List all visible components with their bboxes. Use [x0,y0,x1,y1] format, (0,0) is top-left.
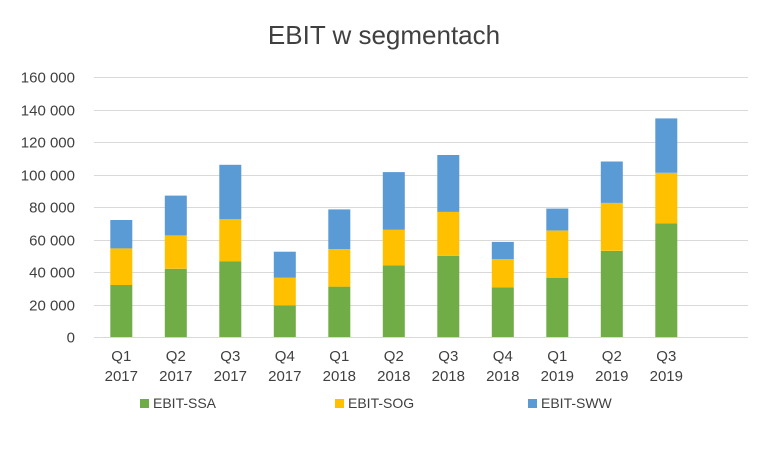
x-tick-label: 2017 [105,368,138,385]
legend-label: EBIT-SOG [348,395,414,411]
bar-segment-ebit-sog [655,172,678,224]
legend: EBIT-SSA EBIT-SOG EBIT-SWW [140,395,613,411]
x-tick-label: Q3 [438,348,458,365]
bar-segment-ebit-ssa [110,285,133,337]
x-tick-label: Q4 [275,348,295,365]
bar-segment-ebit-sog [328,249,351,287]
bar-segment-ebit-sww [546,208,569,231]
bar-segment-ebit-sww [110,220,133,249]
x-tick-label: 2018 [323,368,356,385]
x-tick-label: 2019 [650,368,683,385]
gridlines [94,77,748,338]
bar-segment-ebit-ssa [382,265,405,337]
y-tick-label: 80 000 [29,200,75,217]
legend-swatch-ebit-ssa [140,399,149,408]
y-tick-label: 140 000 [21,103,75,120]
x-tick-label: Q1 [547,348,567,365]
bar-segment-ebit-sww [491,241,514,259]
bar-segment-ebit-ssa [546,277,569,337]
bar-segment-ebit-sww [273,251,296,278]
bar-segment-ebit-sww [382,172,405,230]
bar-segment-ebit-ssa [600,250,623,337]
x-axis-tick-labels: Q1 2017 Q2 2017 Q3 2017 Q4 2017 Q1 2018 Q2 2018 Q3 20… [105,348,683,385]
bar-segment-ebit-sww [164,195,187,236]
bar-segment-ebit-sog [491,259,514,288]
x-tick-label: Q4 [493,348,513,365]
bar-segment-ebit-sww [219,164,242,220]
y-tick-label: 0 [67,330,75,347]
x-tick-label: 2019 [541,368,574,385]
bar-segment-ebit-ssa [273,305,296,337]
y-tick-label: 60 000 [29,233,75,250]
bar-segment-ebit-sog [437,211,460,256]
bar-segment-ebit-sog [600,202,623,251]
x-tick-label: 2017 [159,368,192,385]
x-tick-label: Q3 [220,348,240,365]
bar-segment-ebit-ssa [491,287,514,337]
bar-segment-ebit-ssa [655,223,678,338]
y-tick-label: 120 000 [21,135,75,152]
bar-segment-ebit-sog [382,229,405,266]
legend-label: EBIT-SSA [153,395,217,411]
bars [110,118,678,338]
bar-segment-ebit-sog [110,248,133,285]
y-tick-label: 100 000 [21,168,75,185]
x-tick-label: Q2 [166,348,186,365]
bar-segment-ebit-ssa [219,261,242,337]
legend-label: EBIT-SWW [541,395,613,411]
y-tick-label: 160 000 [21,70,75,87]
x-tick-label: Q1 [329,348,349,365]
x-tick-label: 2018 [377,368,410,385]
x-tick-label: 2018 [486,368,519,385]
y-tick-label: 40 000 [29,265,75,282]
bar-segment-ebit-sog [164,235,187,269]
x-tick-label: Q1 [111,348,131,365]
x-tick-label: Q3 [656,348,676,365]
legend-swatch-ebit-sww [528,399,537,408]
y-axis-tick-labels: 0 20 000 40 000 60 000 80 000 100 000 120 000 1… [21,70,75,347]
bar-segment-ebit-ssa [437,255,460,338]
bar-segment-ebit-sww [437,155,460,212]
x-tick-label: 2019 [595,368,628,385]
x-tick-label: 2017 [268,368,301,385]
bar-segment-ebit-sog [273,277,296,306]
y-tick-label: 20 000 [29,298,75,315]
x-tick-label: 2017 [214,368,247,385]
legend-swatch-ebit-sog [335,399,344,408]
x-tick-label: Q2 [384,348,404,365]
bar-segment-ebit-sog [546,230,569,278]
bar-segment-ebit-sww [328,209,351,250]
bar-segment-ebit-ssa [328,286,351,337]
bar-segment-ebit-sww [600,161,623,203]
x-tick-label: 2018 [432,368,465,385]
bar-segment-ebit-sww [655,118,678,173]
chart-title: EBIT w segmentach [268,20,500,50]
bar-segment-ebit-ssa [164,268,187,338]
bar-segment-ebit-sog [219,219,242,262]
x-tick-label: Q2 [602,348,622,365]
